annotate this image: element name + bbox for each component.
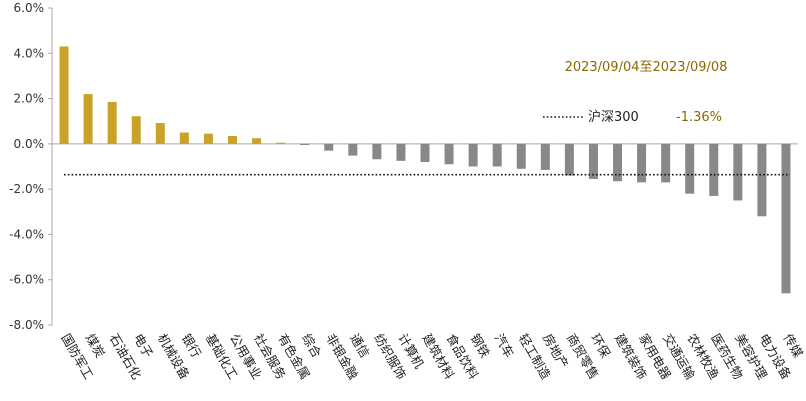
category-labels: 国防军工煤炭石油石化电子机械设备银行基础化工公用事业社会服务有色金属综合非银金融… (58, 331, 806, 382)
y-tick-label: -2.0% (9, 182, 44, 196)
y-tick-label: 0.0% (14, 137, 45, 151)
y-tick-label: 6.0% (14, 1, 45, 15)
bar (421, 144, 430, 162)
bar-series (60, 46, 791, 293)
bar (661, 144, 670, 182)
date-range-annotation: 2023/09/04至2023/09/08 (565, 60, 728, 75)
bar (565, 144, 574, 176)
bar (781, 144, 790, 293)
benchmark-value-label: -1.36% (676, 110, 722, 125)
bar (300, 144, 309, 145)
bar (108, 102, 117, 144)
y-tick-label: 4.0% (14, 46, 45, 60)
y-tick-label: -8.0% (9, 318, 44, 332)
y-tick-label: -4.0% (9, 227, 44, 241)
benchmark-legend-label: 沪深300 (588, 109, 639, 125)
bar (637, 144, 646, 182)
bar (733, 144, 742, 201)
bar (252, 138, 261, 144)
bar (517, 144, 526, 169)
bar (60, 46, 69, 143)
bar (132, 116, 141, 144)
y-tick-label: -6.0% (9, 273, 44, 287)
bar (613, 144, 622, 181)
bar (445, 144, 454, 164)
bar (348, 144, 357, 156)
bar (156, 123, 165, 144)
bar (324, 144, 333, 151)
bar (372, 144, 381, 159)
y-tick-label: 2.0% (14, 92, 45, 106)
bar (709, 144, 718, 196)
bar (180, 133, 189, 144)
bar (685, 144, 694, 194)
category-label: 汽车 (492, 331, 517, 360)
bar (493, 144, 502, 167)
bar (757, 144, 766, 216)
bar (589, 144, 598, 179)
bar (276, 143, 285, 144)
bar (228, 136, 237, 144)
bar (541, 144, 550, 170)
bar (204, 134, 213, 144)
bar (84, 94, 93, 144)
bar (469, 144, 478, 167)
bar (396, 144, 405, 161)
y-tick-labels: 6.0% 4.0% 2.0% 0.0% -2.0% -4.0% -6.0% -8.0% (9, 1, 52, 332)
